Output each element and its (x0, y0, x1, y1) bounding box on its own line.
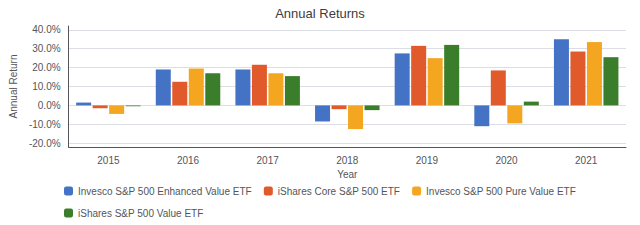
svg-text:2017: 2017 (257, 155, 280, 166)
svg-text:30.0%: 30.0% (32, 43, 60, 54)
svg-text:2019: 2019 (416, 155, 439, 166)
svg-text:iShares S&P 500 Value ETF: iShares S&P 500 Value ETF (78, 208, 203, 219)
svg-text:2021: 2021 (575, 155, 598, 166)
svg-text:-20.0%: -20.0% (29, 138, 61, 149)
svg-text:10.0%: 10.0% (32, 81, 60, 92)
svg-text:Annual Return: Annual Return (8, 55, 19, 119)
svg-text:0.0%: 0.0% (38, 100, 61, 111)
svg-text:20.0%: 20.0% (32, 62, 60, 73)
svg-text:40.0%: 40.0% (32, 24, 60, 35)
svg-text:2020: 2020 (495, 155, 518, 166)
svg-text:2018: 2018 (336, 155, 359, 166)
svg-text:-10.0%: -10.0% (29, 119, 61, 130)
svg-text:Invesco S&P 500 Pure Value ETF: Invesco S&P 500 Pure Value ETF (426, 186, 576, 197)
svg-text:2015: 2015 (97, 155, 120, 166)
svg-text:2016: 2016 (177, 155, 200, 166)
svg-text:iShares Core S&P 500 ETF: iShares Core S&P 500 ETF (278, 186, 400, 197)
svg-text:Annual Returns: Annual Returns (275, 6, 365, 21)
svg-text:Invesco S&P 500 Enhanced Value: Invesco S&P 500 Enhanced Value ETF (78, 186, 252, 197)
svg-text:Year: Year (337, 169, 358, 180)
